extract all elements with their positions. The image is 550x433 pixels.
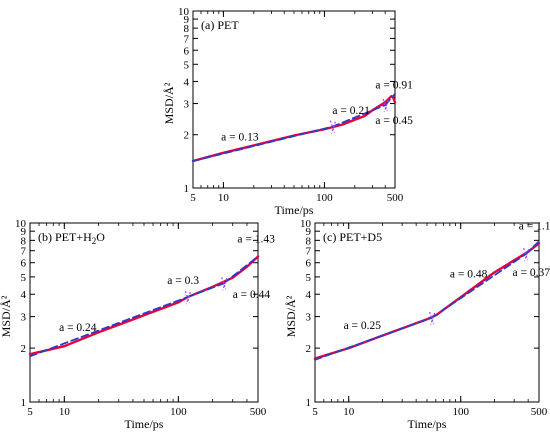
panel-a-x-tick-label: 500 (387, 192, 404, 204)
panel-c-y-tick-label: 7 (306, 246, 312, 258)
panel-b-x-tick-label: 500 (250, 406, 267, 418)
panel-a-slope-annotation: a = 0.21 (332, 105, 370, 117)
panel-b-title: (b) PET+H2O (38, 230, 105, 246)
panel-b-y-tick-label: 6 (21, 258, 27, 270)
panel-a-y-tick-label: 8 (184, 23, 190, 35)
panel-a-y-tick-label: 5 (184, 59, 190, 71)
panel-b-x-tick-label: 5 (27, 406, 33, 418)
panel-b-y-axis-title: MSD/Å² (0, 295, 13, 337)
panel-a-y-tick-label: 3 (184, 99, 190, 111)
panel-b-x-tick-label: 10 (59, 406, 71, 418)
panel-c-y-tick-label: 8 (306, 235, 312, 247)
panel-c-slope-annotation: a = 0.48 (450, 269, 488, 281)
panel-b-y-tick-label: 3 (21, 312, 27, 324)
panel-b-slope-annotation: a = 1.43 (237, 233, 275, 245)
panel-c-y-tick-label: 10 (300, 218, 312, 230)
panel-a-title: (a) PET (201, 18, 239, 32)
panel-a-frame (192, 10, 396, 189)
panel-c-slope-annotation: a = 0.25 (344, 320, 382, 332)
panel-a-x-tick-label: 10 (218, 192, 230, 204)
panel-b-y-tick-label: 2 (21, 343, 27, 355)
panel-c-title: (c) PET+D5 (323, 230, 382, 244)
panel-c-y-tick-label: 5 (306, 272, 312, 284)
panel-a-y-tick-label: 2 (184, 130, 190, 142)
panel-c-y-tick-label: 6 (306, 258, 312, 270)
panel-c-x-tick-label: 10 (343, 406, 355, 418)
panel-a-slope-annotation: a = 0.91 (375, 79, 413, 91)
panel-b-fit-line (186, 282, 225, 299)
panel-a-fit-line (331, 104, 387, 128)
panel-b-slope-annotation: a = 0.24 (59, 322, 97, 334)
panel-a-fit-line (384, 93, 396, 106)
panel-b-y-tick-label: 7 (21, 246, 27, 258)
panel-c-y-tick-label: 2 (306, 343, 312, 355)
panel-c-x-tick-label: 5 (312, 406, 318, 418)
panel-c-slope-annotation: a = 0.37 (513, 267, 550, 279)
panel-b-fit-line (29, 296, 189, 358)
panel-c-frame (314, 222, 540, 403)
panel-b-y-tick-label: 8 (21, 235, 27, 247)
panel-c-data-line (313, 242, 541, 360)
panel-c-fit-line (524, 240, 540, 256)
panel-c-y-tick-label: 4 (306, 289, 312, 301)
panel-a-slope-annotation: a = 0.13 (221, 132, 259, 144)
panel-c-y-tick-label: 9 (306, 226, 312, 238)
panel-b-slope-annotation: a = 0.3 (167, 275, 199, 287)
panel-b-data-line (28, 255, 260, 356)
panel-b-x-axis-title: Time/ps (125, 417, 164, 431)
panel-b-fit-line (222, 255, 259, 285)
panel-a-y-tick-label: 9 (184, 14, 190, 26)
panel-b-frame (29, 222, 259, 403)
panel-b-x-tick-label: 100 (170, 406, 187, 418)
panel-b-y-tick-label: 1 (21, 397, 27, 409)
panel-c-x-axis-title: Time/ps (408, 417, 447, 431)
panel-a-x-axis-title: Time/ps (275, 203, 314, 217)
panel-b-slope-annotation: a = 0.44 (233, 289, 271, 301)
panel-b-y-tick-label: 5 (21, 272, 27, 284)
panel-b-y-tick-label: 10 (15, 218, 27, 230)
panel-a-y-tick-label: 7 (184, 33, 190, 45)
panel-a-fit-line (192, 125, 334, 162)
panel-a-y-axis-title: MSD/Å² (162, 82, 176, 124)
panel-a-y-tick-label: 10 (178, 6, 190, 18)
panel-c-x-tick-label: 100 (452, 406, 469, 418)
panel-a-x-tick-label: 5 (190, 192, 196, 204)
panel-a-y-tick-label: 6 (184, 45, 190, 57)
panel-a-slope-annotation: a = 0.45 (375, 115, 413, 127)
panel-c-slope-annotation: a = 1.1 (519, 220, 550, 232)
panel-c-y-axis-title: MSD/Å² (284, 295, 298, 337)
panel-a-x-tick-label: 100 (316, 192, 333, 204)
panel-c-x-tick-label: 500 (531, 406, 548, 418)
panel-c-y-tick-label: 3 (306, 312, 312, 324)
panel-c-y-tick-label: 1 (306, 397, 312, 409)
panel-c-fit-line (314, 316, 433, 361)
panel-a-y-tick-label: 4 (184, 76, 190, 88)
panel-c-fit-line (430, 253, 527, 319)
panel-a-y-tick-label: 1 (184, 183, 190, 195)
panel-b-y-tick-label: 4 (21, 289, 27, 301)
panel-b-y-tick-label: 9 (21, 226, 27, 238)
